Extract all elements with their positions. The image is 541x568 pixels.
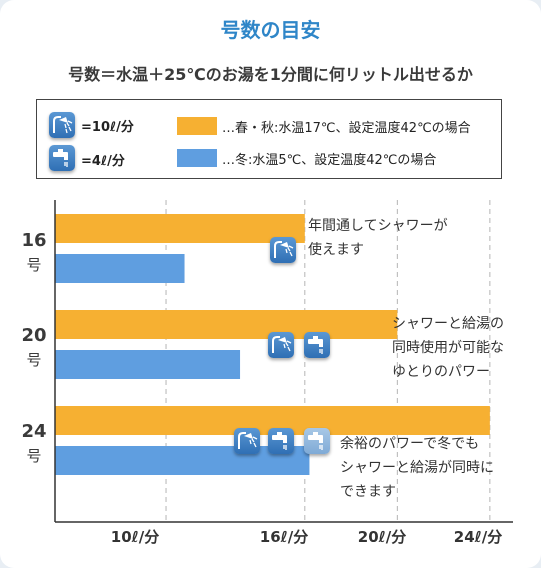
x-tick-20: 20ℓ/分 xyxy=(357,528,407,546)
bar-24-winter xyxy=(55,446,310,475)
faucet-icon xyxy=(49,145,75,171)
bar-16-winter xyxy=(55,254,185,283)
x-tick-24: 24ℓ/分 xyxy=(453,528,503,546)
x-tick-10: 10ℓ/分 xyxy=(110,528,160,546)
faucet-icon xyxy=(268,428,294,454)
category-unit-20: 号 xyxy=(26,351,42,369)
annotation-20: シャワーと給湯の 同時使用が可能な ゆとりのパワー xyxy=(392,316,504,380)
legend-faucet-rate: =4ℓ/分 xyxy=(81,154,125,169)
category-unit-16: 号 xyxy=(26,256,42,274)
x-tick-16: 16ℓ/分 xyxy=(259,528,309,546)
legend-series-spring: …春・秋:水温17℃、設定温度42℃の場合 xyxy=(222,121,471,136)
legend-swatch-winter xyxy=(177,149,217,167)
legend: =10ℓ/分 =4ℓ/分 …春・秋:水温17℃、設定温度42℃の場合 …冬:水温… xyxy=(36,99,502,179)
legend-shower-rate: =10ℓ/分 xyxy=(81,120,134,135)
category-unit-24: 号 xyxy=(26,447,42,465)
bar-20-winter xyxy=(55,350,241,379)
faucet-icon xyxy=(304,332,330,358)
category-label-16: 16 xyxy=(21,230,47,251)
faucet-icon-faded xyxy=(304,428,330,454)
bar-20-spring-autumn xyxy=(55,310,398,339)
bar-16-spring-autumn xyxy=(55,214,305,243)
annotation-24: 余裕のパワーで冬でも シャワーと給湯が同時に できます xyxy=(340,436,494,500)
category-label-20: 20 xyxy=(21,325,47,346)
shower-icon xyxy=(49,112,75,138)
chart-title: 号数の目安 xyxy=(220,18,321,42)
legend-series-winter: …冬:水温5℃、設定温度42℃の場合 xyxy=(222,153,437,168)
shower-icon xyxy=(270,237,296,263)
shower-icon xyxy=(268,332,294,358)
shower-icon xyxy=(234,428,260,454)
category-label-24: 24 xyxy=(21,421,47,442)
legend-swatch-spring xyxy=(177,117,217,135)
chart-subtitle: 号数＝水温＋25℃のお湯を1分間に何リットル出せるか xyxy=(68,65,473,84)
annotation-16: 年間通してシャワーが 使えます xyxy=(308,218,448,258)
